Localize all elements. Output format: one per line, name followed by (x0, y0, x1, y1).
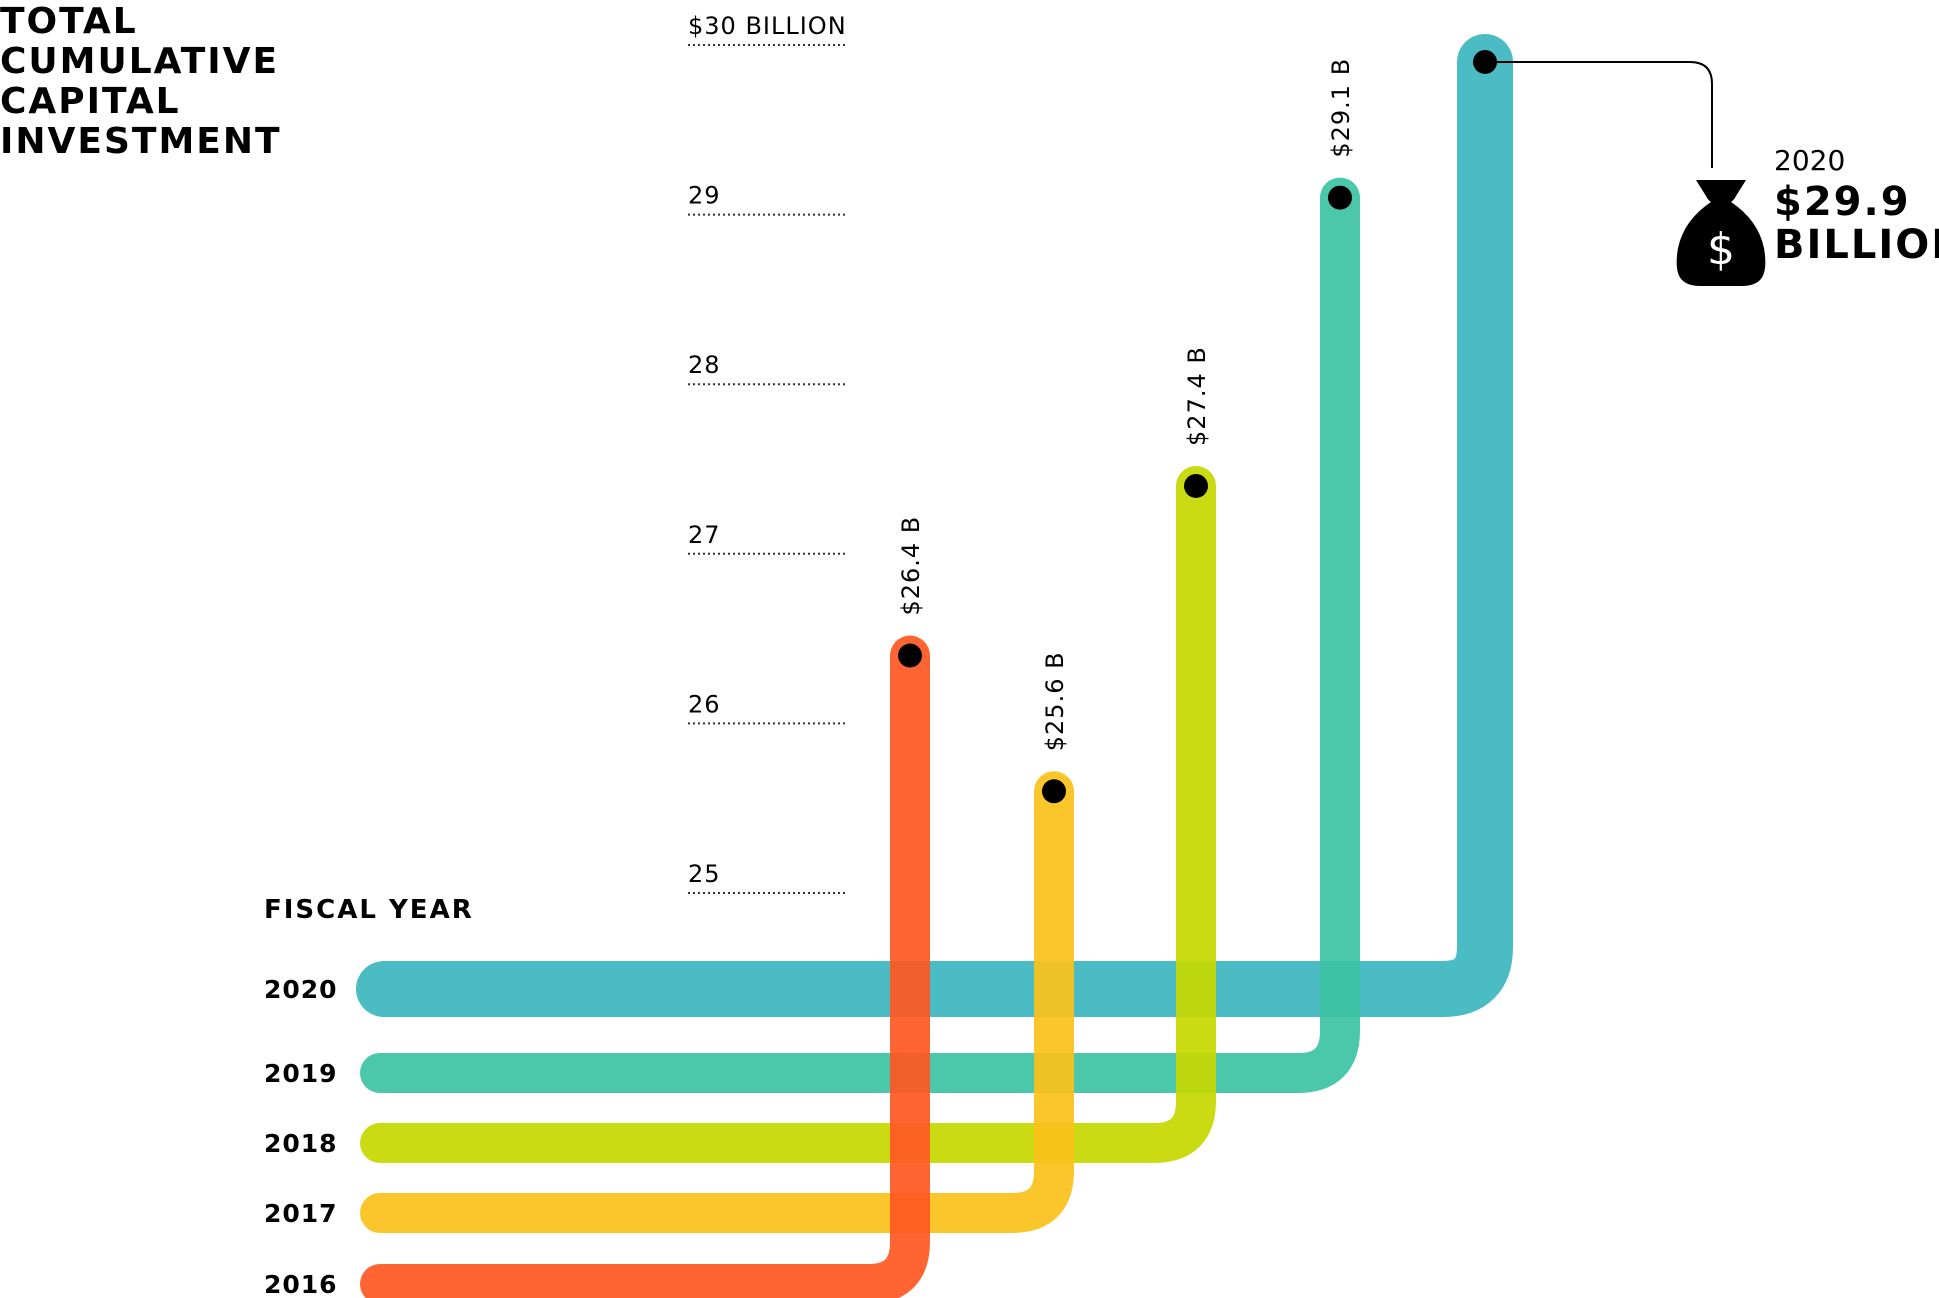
title-line-3: CAPITAL (0, 81, 181, 122)
series-path-2016 (360, 635, 930, 1298)
endpoint-dot-2016 (898, 643, 922, 668)
value-labels: $26.4 B $25.6 B $27.4 B $29.1 B (897, 49, 1497, 804)
year-label-2016: 2016 (264, 1270, 338, 1298)
year-label-2018: 2018 (264, 1129, 338, 1158)
chart-title: TOTAL CUMULATIVE CAPITAL INVESTMENT (0, 1, 282, 162)
endpoint-dot-2018 (1184, 473, 1208, 498)
y-tick-label: $30 BILLION (688, 12, 847, 40)
x-axis-label: FISCAL YEAR (264, 895, 474, 925)
svg-text:$: $ (1707, 224, 1735, 275)
y-tick-label: 28 (688, 351, 721, 379)
callout-connector-line (1485, 60, 1713, 168)
y-tick-label: 25 (688, 860, 721, 888)
title-line-4: INVESTMENT (0, 121, 282, 162)
value-label-2018: $27.4 B (1183, 346, 1211, 446)
series-path-2017 (360, 771, 1074, 1233)
y-axis-grid: $30 BILLION 29 28 27 26 25 (688, 12, 847, 894)
money-bag-icon: $ (1676, 180, 1766, 286)
endpoint-dot-2017 (1042, 779, 1066, 804)
series-path-2019 (360, 177, 1360, 1093)
series-path-2018 (360, 465, 1216, 1163)
y-tick-label: 26 (688, 690, 721, 718)
callout-2020: $ 2020 $29.9 BILLION (1485, 60, 1939, 286)
callout-value-line2: BILLION (1774, 222, 1939, 268)
title-line-2: CUMULATIVE (0, 41, 279, 82)
year-label-2017: 2017 (264, 1199, 338, 1228)
endpoint-dot-2019 (1328, 185, 1352, 210)
callout-year: 2020 (1774, 144, 1845, 177)
series-path-2020 (356, 33, 1513, 1017)
title-line-1: TOTAL (0, 1, 138, 42)
callout-value-line1: $29.9 (1774, 179, 1911, 225)
value-label-2016: $26.4 B (897, 516, 925, 616)
year-label-2019: 2019 (264, 1059, 338, 1088)
y-tick-label: 27 (688, 521, 721, 549)
value-label-2017: $25.6 B (1041, 651, 1069, 751)
value-label-2019: $29.1 B (1327, 58, 1355, 158)
y-tick-label: 29 (688, 182, 721, 210)
series-paths (356, 33, 1513, 1298)
year-label-2020: 2020 (264, 975, 338, 1004)
year-labels: 2016 2017 2018 2019 2020 (264, 975, 338, 1298)
